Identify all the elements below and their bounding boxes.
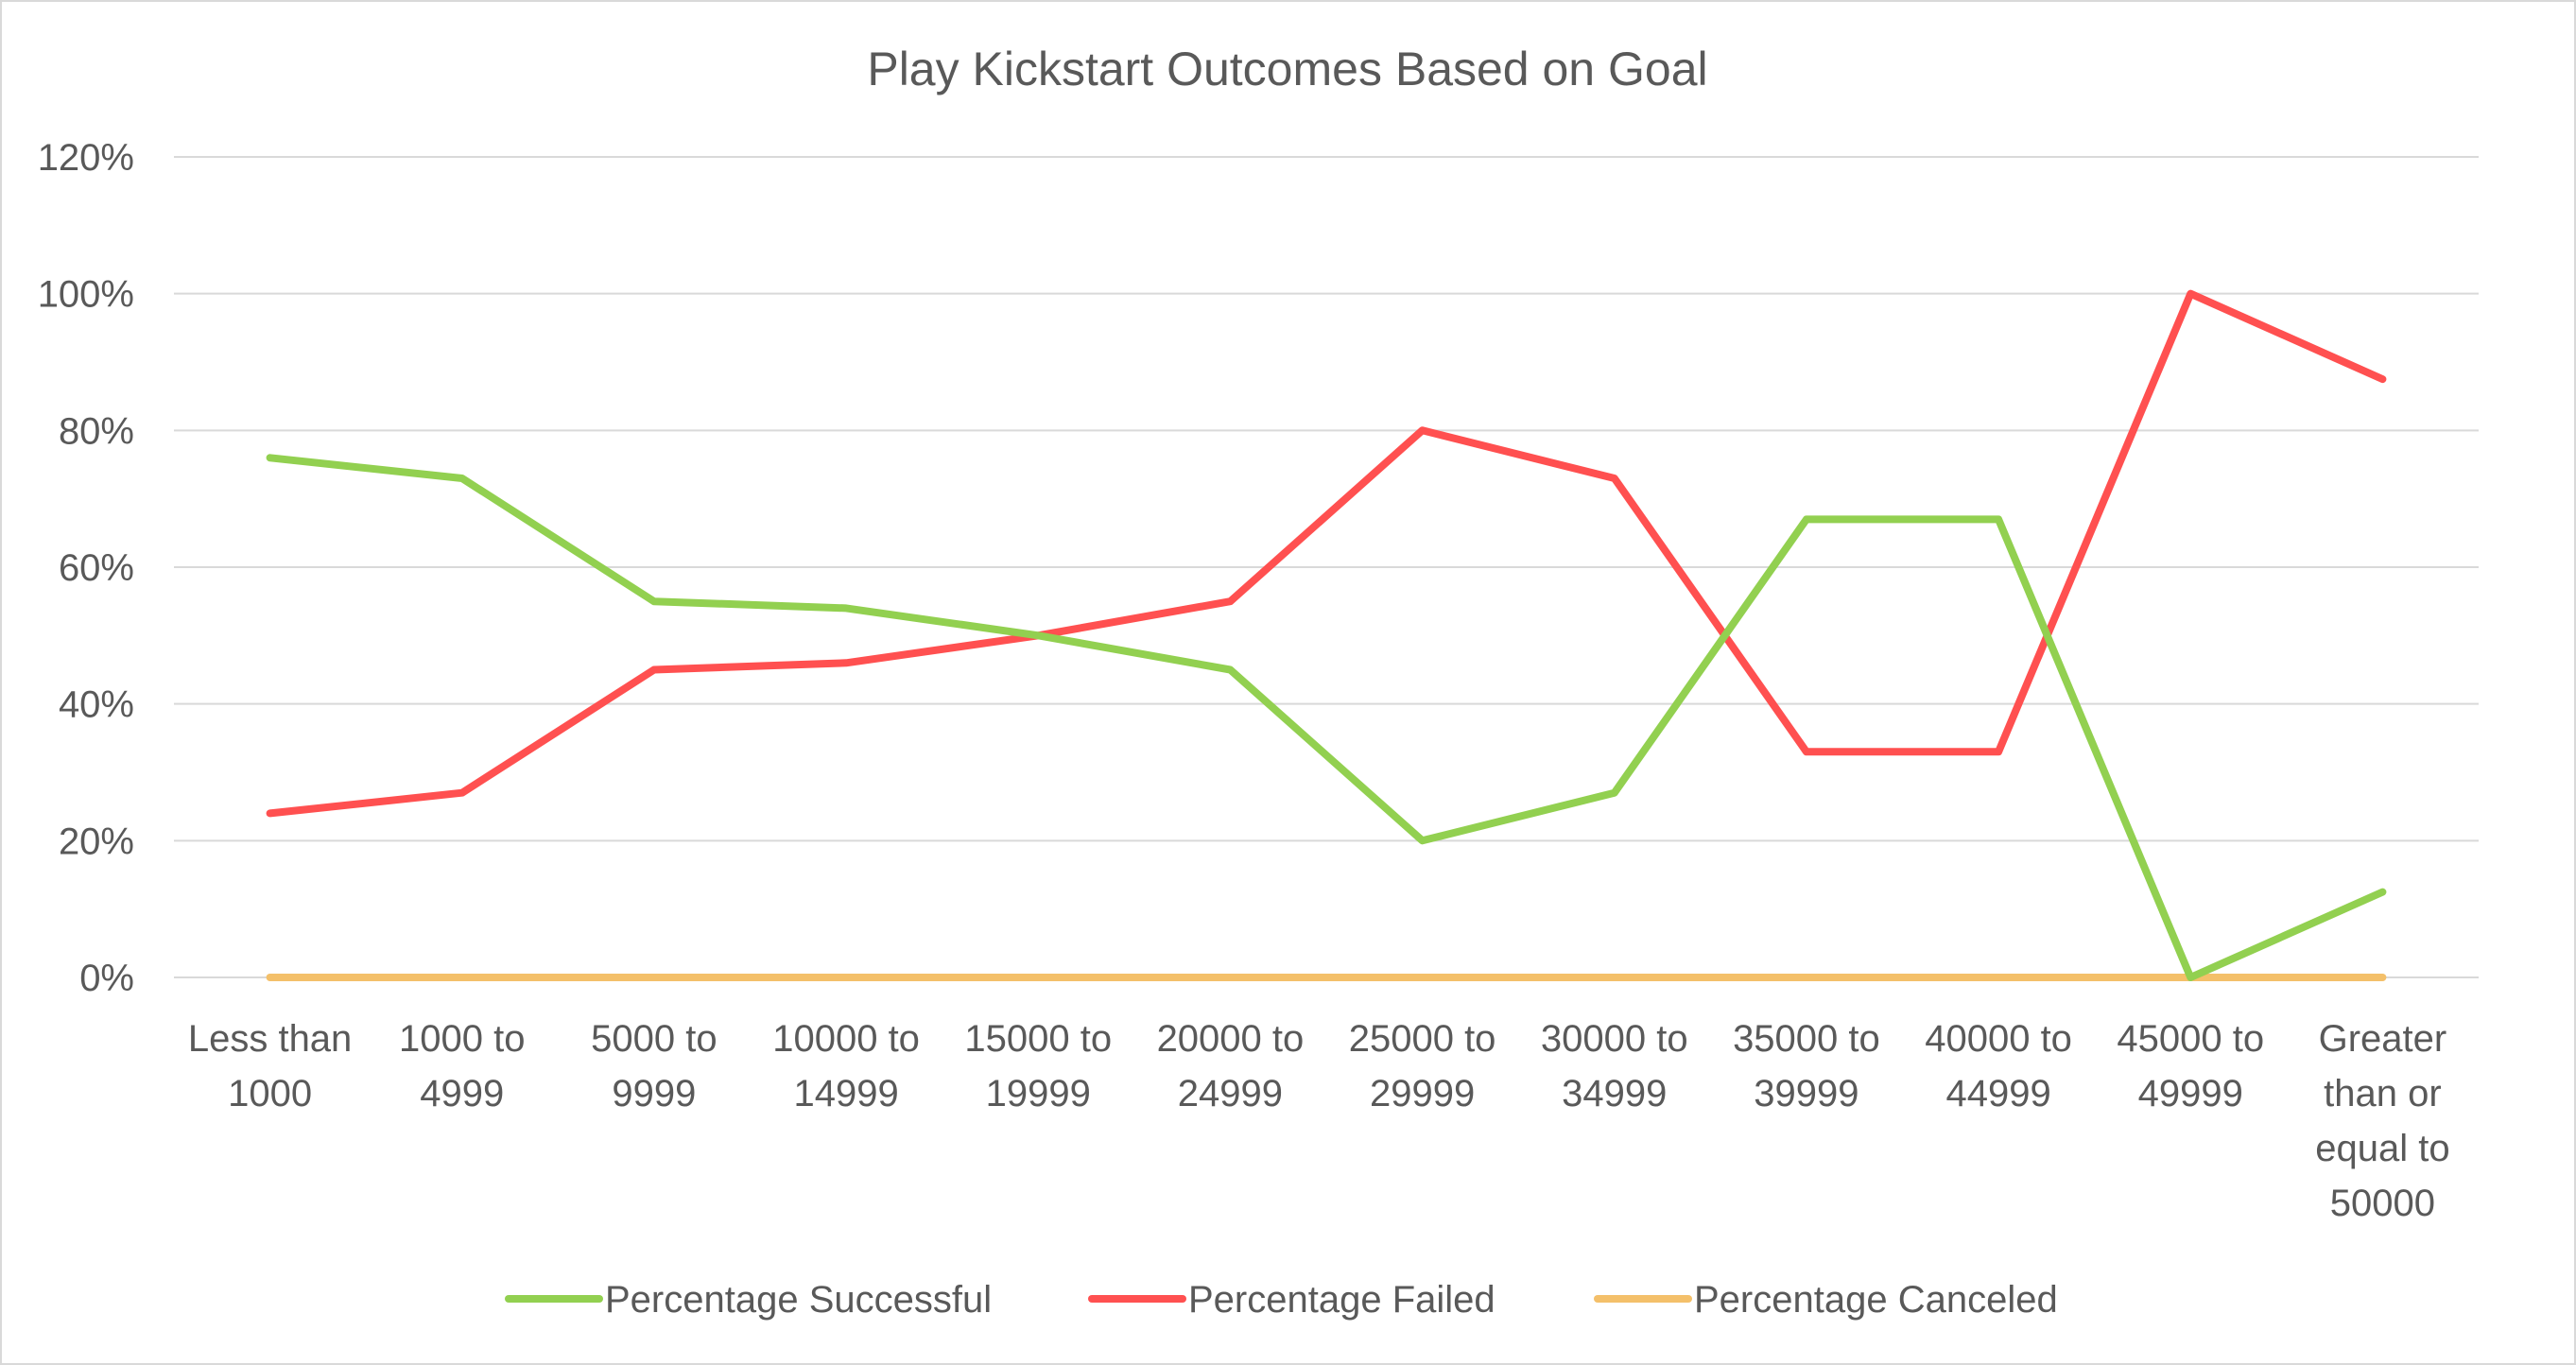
x-tick-label: 35000 to 39999 xyxy=(1733,1018,1880,1114)
x-tick-label-line: equal to xyxy=(2315,1128,2449,1169)
data-point xyxy=(458,475,465,481)
series-lines xyxy=(266,289,2387,981)
data-point xyxy=(843,975,850,980)
data-point xyxy=(1419,838,1426,844)
data-point xyxy=(1803,749,1809,755)
x-tick-label-line: 4999 xyxy=(420,1073,504,1114)
legend-label: Percentage Successful xyxy=(605,1279,992,1321)
x-tick-label-line: 19999 xyxy=(986,1073,1091,1114)
data-point xyxy=(458,789,465,796)
data-point xyxy=(458,975,465,980)
x-tick-label-line: 20000 to xyxy=(1157,1018,1305,1060)
data-point xyxy=(650,666,657,673)
x-tick-label-line: 45000 to xyxy=(2117,1018,2264,1060)
y-axis-tick-labels: 0% 20% 40% 60% 80% 100% 120% xyxy=(38,137,134,999)
x-tick-label: 10000 to 14999 xyxy=(772,1018,920,1114)
data-point xyxy=(2379,376,2386,383)
y-tick-label: 120% xyxy=(38,137,134,179)
x-tick-label-line: 30000 to xyxy=(1541,1018,1688,1060)
x-tick-label: Less than 1000 xyxy=(188,1018,352,1114)
data-point xyxy=(267,975,273,980)
legend-label: Percentage Failed xyxy=(1188,1279,1495,1321)
data-point xyxy=(650,975,657,980)
x-tick-label: 25000 to 29999 xyxy=(1349,1018,1496,1114)
x-tick-label-line: Greater xyxy=(2319,1018,2447,1060)
data-point xyxy=(2379,975,2386,980)
x-tick-label-line: 35000 to xyxy=(1733,1018,1880,1060)
x-tick-label: 45000 to 49999 xyxy=(2117,1018,2264,1114)
data-point xyxy=(1227,975,1234,980)
data-point xyxy=(1803,975,1809,980)
x-tick-label-line: 49999 xyxy=(2138,1073,2243,1114)
x-tick-label-line: 39999 xyxy=(1754,1073,1859,1114)
x-tick-label: 30000 to 34999 xyxy=(1541,1018,1688,1114)
y-tick-label: 100% xyxy=(38,274,134,316)
data-point xyxy=(1996,749,2002,755)
x-tick-label: 15000 to 19999 xyxy=(964,1018,1112,1114)
legend-label: Percentage Canceled xyxy=(1694,1279,2058,1321)
data-point xyxy=(2187,290,2194,297)
y-tick-label: 20% xyxy=(59,821,134,862)
y-tick-label: 60% xyxy=(59,547,134,589)
x-tick-label-line: 5000 to xyxy=(591,1018,717,1060)
x-tick-label-line: 1000 xyxy=(228,1073,312,1114)
series-line-percentage-successful xyxy=(266,454,2387,981)
data-point xyxy=(650,598,657,605)
data-point xyxy=(267,810,273,817)
data-point xyxy=(843,605,850,612)
x-tick-label-line: 25000 to xyxy=(1349,1018,1496,1060)
x-tick-label-line: 1000 to xyxy=(399,1018,525,1060)
data-point xyxy=(1227,666,1234,673)
x-tick-label-line: 29999 xyxy=(1370,1073,1475,1114)
legend: Percentage Successful Percentage Failed Pe… xyxy=(505,1279,2058,1321)
x-tick-label: 20000 to 24999 xyxy=(1157,1018,1305,1114)
data-point xyxy=(2187,975,2194,980)
data-point xyxy=(1996,975,2002,980)
data-point xyxy=(1419,975,1426,980)
x-tick-label-line: than or xyxy=(2324,1073,2442,1114)
data-point xyxy=(843,660,850,666)
x-tick-label-line: 44999 xyxy=(1945,1073,2050,1114)
x-tick-label: 1000 to 4999 xyxy=(399,1018,525,1114)
data-point xyxy=(1419,427,1426,434)
x-tick-label-line: 24999 xyxy=(1178,1073,1283,1114)
y-tick-label: 80% xyxy=(59,410,134,452)
data-point xyxy=(1611,475,1617,481)
data-point xyxy=(1611,975,1617,980)
x-tick-label: 5000 to 9999 xyxy=(591,1018,717,1114)
x-tick-label: 40000 to 44999 xyxy=(1925,1018,2072,1114)
data-point xyxy=(1227,598,1234,605)
x-tick-label: Greater than or equal to 50000 xyxy=(2315,1018,2449,1224)
data-point xyxy=(267,455,273,461)
data-point xyxy=(1035,975,1042,980)
chart-title: Play Kickstart Outcomes Based on Goal xyxy=(867,43,1707,95)
data-point xyxy=(2379,889,2386,895)
x-tick-label-line: 40000 to xyxy=(1925,1018,2072,1060)
x-tick-label-line: 10000 to xyxy=(772,1018,920,1060)
data-point xyxy=(1803,516,1809,523)
data-point xyxy=(1035,632,1042,639)
x-tick-label-line: 50000 xyxy=(2330,1183,2435,1224)
y-tick-label: 40% xyxy=(59,684,134,726)
x-axis-tick-labels: Less than 1000 1000 to 4999 5000 to 9999 10000… xyxy=(188,1018,2450,1224)
x-tick-label-line: 14999 xyxy=(793,1073,898,1114)
y-tick-label: 0% xyxy=(79,958,134,999)
x-tick-label-line: 34999 xyxy=(1562,1073,1667,1114)
series-line-percentage-failed xyxy=(266,289,2387,818)
data-point xyxy=(1996,516,2002,523)
gridlines xyxy=(174,156,2479,978)
x-tick-label-line: 15000 to xyxy=(964,1018,1112,1060)
x-tick-label-line: 9999 xyxy=(612,1073,696,1114)
x-tick-label-line: Less than xyxy=(188,1018,352,1060)
data-point xyxy=(1611,789,1617,796)
